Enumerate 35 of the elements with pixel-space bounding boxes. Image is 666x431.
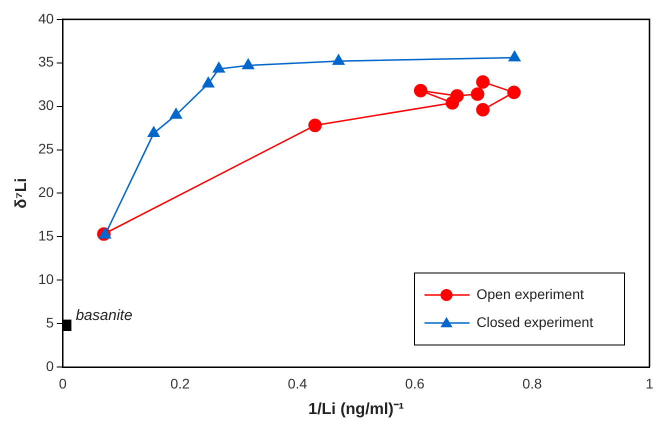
y-tick-label: 25 xyxy=(38,140,54,157)
y-tick-label: 0 xyxy=(46,358,54,374)
x-tick-label: 0.2 xyxy=(170,375,190,392)
x-tick-label: 0.6 xyxy=(405,375,425,392)
point xyxy=(212,62,225,73)
y-tick-label: 20 xyxy=(38,184,54,200)
point xyxy=(476,75,490,89)
x-axis-title: 1/Li (ng/ml)⁻¹ xyxy=(308,400,404,418)
legend-label: Closed experiment xyxy=(476,314,594,330)
y-tick-label: 30 xyxy=(38,97,54,114)
point xyxy=(476,103,490,117)
point xyxy=(332,54,344,65)
y-tick-label: 15 xyxy=(38,228,54,244)
y-tick-label: 40 xyxy=(38,10,54,26)
point xyxy=(507,86,521,100)
y-axis-title: δ⁷Li xyxy=(13,178,30,208)
point xyxy=(170,108,182,119)
x-tick-label: 1 xyxy=(646,375,654,392)
annotation: basanite xyxy=(76,306,132,324)
point xyxy=(470,87,484,101)
point xyxy=(508,50,520,62)
point xyxy=(62,320,72,331)
point xyxy=(414,84,428,98)
x-tick-label: 0 xyxy=(58,375,67,392)
x-tick-label: 0.4 xyxy=(288,375,308,392)
point xyxy=(148,126,160,137)
legend-label: Open experiment xyxy=(476,286,584,302)
y-tick-label: 5 xyxy=(46,314,54,330)
point xyxy=(242,58,254,70)
point xyxy=(308,118,322,132)
x-tick-label: 0.8 xyxy=(522,375,542,392)
y-tick-label: 10 xyxy=(38,270,54,287)
y-tick-label: 35 xyxy=(38,54,54,70)
point xyxy=(202,76,214,88)
point xyxy=(450,89,464,103)
